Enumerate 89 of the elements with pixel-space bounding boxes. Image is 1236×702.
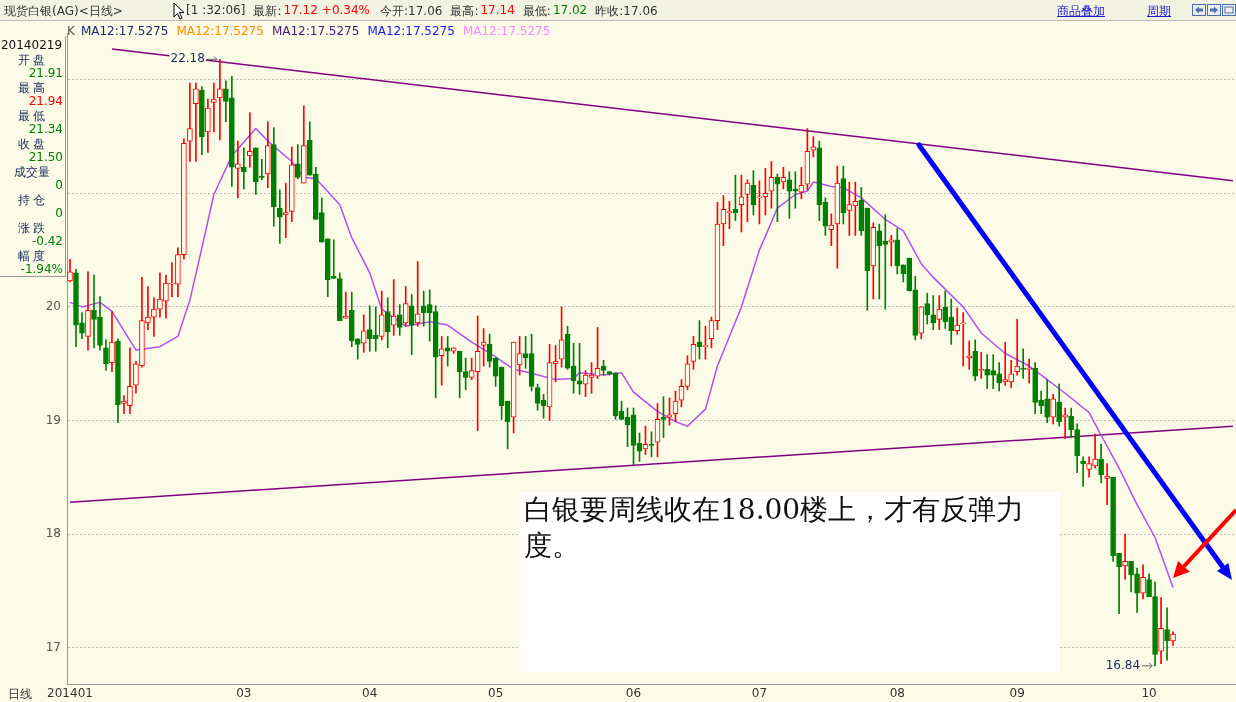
- text: 今开:17.06: [380, 3, 443, 20]
- candlestick: [1080, 456, 1086, 487]
- text: 周期: [1147, 3, 1171, 20]
- y-tick-label: 18: [45, 526, 61, 541]
- candlestick: [1116, 553, 1122, 614]
- text: 0: [54, 206, 63, 220]
- x-tick-label: 03: [236, 686, 252, 701]
- text: 21.94: [27, 94, 63, 108]
- candlestick: [852, 181, 859, 236]
- text: [1 :32:06]: [186, 3, 246, 19]
- x-tick-label: 05: [487, 686, 504, 701]
- text: 20140219: [0, 38, 63, 52]
- candlestick: [954, 307, 961, 335]
- annotation: 白银要周线收在18.00楼上，才有反弹力度。: [523, 492, 1026, 564]
- candlestick: [444, 336, 451, 367]
- annotation: K: [67, 24, 75, 38]
- candlestick: [330, 239, 337, 279]
- text: 21.50: [27, 150, 63, 164]
- annotation: 16.84: [1105, 657, 1141, 672]
- candlestick: [169, 262, 175, 298]
- text: 商品叠加: [1057, 3, 1105, 20]
- candlestick: [1020, 348, 1027, 379]
- text: -1.94%: [19, 262, 63, 276]
- text: 最 低: [16, 108, 47, 124]
- candlestick: [247, 112, 253, 168]
- x-tick-label: 04: [362, 686, 378, 701]
- text: +0.34%: [321, 3, 371, 19]
- text: 最高:: [450, 3, 479, 20]
- y-tick-label: 19: [45, 412, 61, 427]
- x-tick-label: 09: [1009, 686, 1025, 701]
- candlestick: [1062, 407, 1068, 439]
- text: 收 盘: [16, 136, 47, 152]
- y-tick-label: 17: [45, 639, 61, 654]
- x-tick-label: 10: [1141, 686, 1157, 701]
- text: 持 仓: [17, 193, 46, 207]
- text: 最新:: [253, 3, 282, 20]
- candlestick: [966, 340, 973, 370]
- text: 最低:: [522, 3, 551, 20]
- candlestick: [121, 395, 127, 415]
- candlestick: [282, 182, 289, 238]
- text: -0.42: [30, 234, 63, 248]
- text: 昨收:17.06: [595, 3, 658, 20]
- y-tick-label: 20: [45, 299, 61, 314]
- candlestick: [217, 58, 223, 141]
- candlestick: [211, 82, 217, 133]
- candlestick: [1014, 319, 1021, 376]
- annotation: MA12:17.5275: [176, 24, 264, 38]
- x-tick-label: 08: [889, 686, 905, 701]
- x-axis-title: 日线: [8, 686, 32, 702]
- candlestick: [276, 189, 283, 244]
- candlestick: [414, 261, 421, 327]
- x-tick-label: 06: [625, 686, 642, 701]
- candlestick: [1104, 463, 1110, 505]
- x-tick-label: 07: [751, 686, 768, 701]
- text: 0: [54, 178, 63, 192]
- candlestick: [960, 312, 967, 367]
- candlestick: [390, 279, 397, 336]
- text: 17.12: [283, 3, 318, 19]
- candlestick: [930, 295, 937, 330]
- text: 开 盘: [16, 52, 47, 68]
- candlestick: [187, 82, 193, 162]
- candlestick: [888, 235, 895, 267]
- text: 成交量: [13, 165, 50, 179]
- text: 最 高: [16, 80, 47, 96]
- candlestick: [1092, 433, 1098, 469]
- candlestick: [145, 286, 151, 330]
- candlestick: [1122, 533, 1128, 580]
- text: 21.34: [27, 122, 63, 136]
- candlestick: [235, 140, 241, 199]
- text: 涨 跌: [16, 220, 47, 236]
- candlestick: [241, 147, 247, 190]
- candlestick: [193, 82, 199, 162]
- candlestick: [342, 291, 349, 319]
- chart-title: 现货白银(AG)<日线>: [4, 3, 123, 20]
- candlestick: [1164, 607, 1170, 661]
- text: 17.14: [480, 3, 515, 19]
- candlestick: [91, 274, 97, 349]
- text: 17.02: [552, 3, 588, 19]
- x-tick-label: 201401: [47, 686, 93, 701]
- annotation: MA12:17.5275: [462, 24, 551, 38]
- annotation: MA12:17.5275: [271, 24, 360, 38]
- annotation: 22.18: [170, 51, 205, 66]
- candlestick: [1026, 358, 1033, 384]
- candlestick: [151, 297, 157, 337]
- text: 幅 度: [16, 248, 47, 264]
- annotation: MA12:17.5275: [80, 24, 169, 38]
- candlestick: [438, 336, 445, 386]
- annotation: MA12:17.5275: [367, 24, 455, 38]
- text: 21.91: [27, 66, 63, 80]
